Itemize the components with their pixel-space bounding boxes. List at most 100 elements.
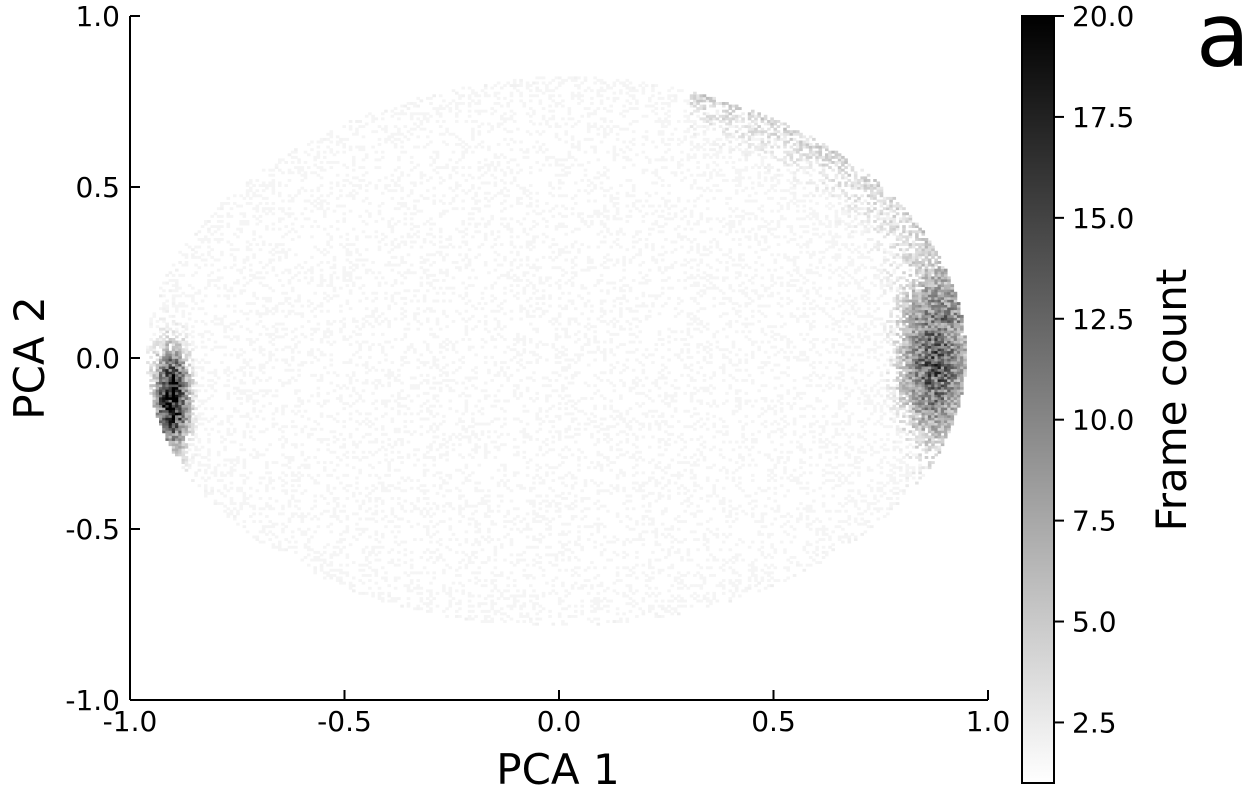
heatmap-cell [332,486,337,490]
heatmap-cell [381,238,385,241]
heatmap-cell [345,497,350,500]
heatmap-cell [429,607,433,611]
heatmap-cell [551,489,556,493]
heatmap-cell [432,376,436,380]
heatmap-cell [303,271,308,275]
heatmap-cell [474,255,478,259]
heatmap-cell [451,581,456,585]
heatmap-cell [493,258,498,262]
heatmap-cell [464,404,469,408]
heatmap-cell [162,363,166,367]
heatmap-cell [400,461,404,465]
heatmap-cell [509,540,514,544]
heatmap-cell [345,530,350,534]
heatmap-cell [223,335,227,339]
heatmap-cell [191,407,195,411]
heatmap-cell [284,184,288,188]
heatmap-cell [335,540,340,544]
heatmap-cell [204,322,208,326]
heatmap-cell [278,322,282,326]
heatmap-cell [532,122,536,126]
heatmap-cell [426,530,430,534]
heatmap-cell [390,394,395,398]
heatmap-cell [535,391,539,395]
heatmap-cell [368,368,372,372]
heatmap-cell [464,330,469,334]
heatmap-cell [426,135,430,139]
heatmap-cell [509,373,514,377]
heatmap-cell [226,222,231,226]
heatmap-cell [471,594,475,598]
heatmap-cell [175,304,179,308]
heatmap-cell [442,340,446,344]
heatmap-cell [432,397,436,400]
heatmap-cell [422,363,427,367]
heatmap-cell [455,161,459,164]
heatmap-cell [442,355,446,359]
heatmap-cell [175,391,179,395]
heatmap-cell [268,479,272,483]
heatmap-cell [490,538,494,542]
heatmap-cell [310,476,314,480]
heatmap-cell [204,484,208,488]
heatmap-cell [458,358,462,362]
heatmap-cell [480,166,485,170]
heatmap-cell [461,391,465,395]
heatmap-cell [464,394,469,398]
heatmap-cell [184,343,189,347]
heatmap-cell [274,163,279,167]
heatmap-cell [390,520,395,524]
heatmap-cell [165,340,169,344]
heatmap-cell [239,368,243,372]
heatmap-cell [245,502,250,506]
heatmap-cell [316,186,321,190]
heatmap-cell [326,448,330,452]
heatmap-cell [236,389,240,393]
heatmap-cell [319,412,324,416]
heatmap-cell [519,258,523,262]
heatmap-cell [506,166,510,170]
heatmap-cell [249,179,253,182]
heatmap-cell [451,379,456,382]
heatmap-cell [442,609,446,613]
heatmap-cell [162,373,166,377]
heatmap-cell [509,114,514,118]
heatmap-cell [181,366,186,370]
heatmap-cell [290,443,295,447]
heatmap-cell [467,345,472,349]
heatmap-cell [329,332,334,336]
heatmap-cell [496,263,501,267]
heatmap-cell [197,463,202,467]
heatmap-cell [535,358,539,362]
heatmap-cell [361,548,366,552]
heatmap-cell [512,273,517,277]
heatmap-cell [171,407,176,411]
heatmap-cell [429,427,433,431]
heatmap-cell [229,471,234,475]
heatmap-cell [290,545,295,549]
heatmap-cell [429,520,433,524]
heatmap-cell [345,527,350,531]
heatmap-cell [342,473,346,477]
heatmap-cell [184,368,189,372]
heatmap-cell [445,450,449,454]
heatmap-cell [171,438,176,441]
heatmap-cell [471,420,475,424]
heatmap-cell [455,266,459,270]
heatmap-cell [207,491,211,495]
heatmap-cell [355,132,359,136]
heatmap-cell [532,327,536,331]
heatmap-cell [181,440,186,444]
heatmap-cell [384,184,388,188]
heatmap-cell [364,558,369,562]
heatmap-cell [467,145,472,149]
heatmap-cell [159,402,163,406]
heatmap-cell [313,494,317,498]
heatmap-cell [387,189,391,193]
heatmap-cell [155,366,160,370]
heatmap-cell [168,404,173,408]
heatmap-cell [477,112,482,116]
heatmap-cell [500,335,504,339]
heatmap-cell [512,563,517,567]
heatmap-cell [541,594,546,598]
